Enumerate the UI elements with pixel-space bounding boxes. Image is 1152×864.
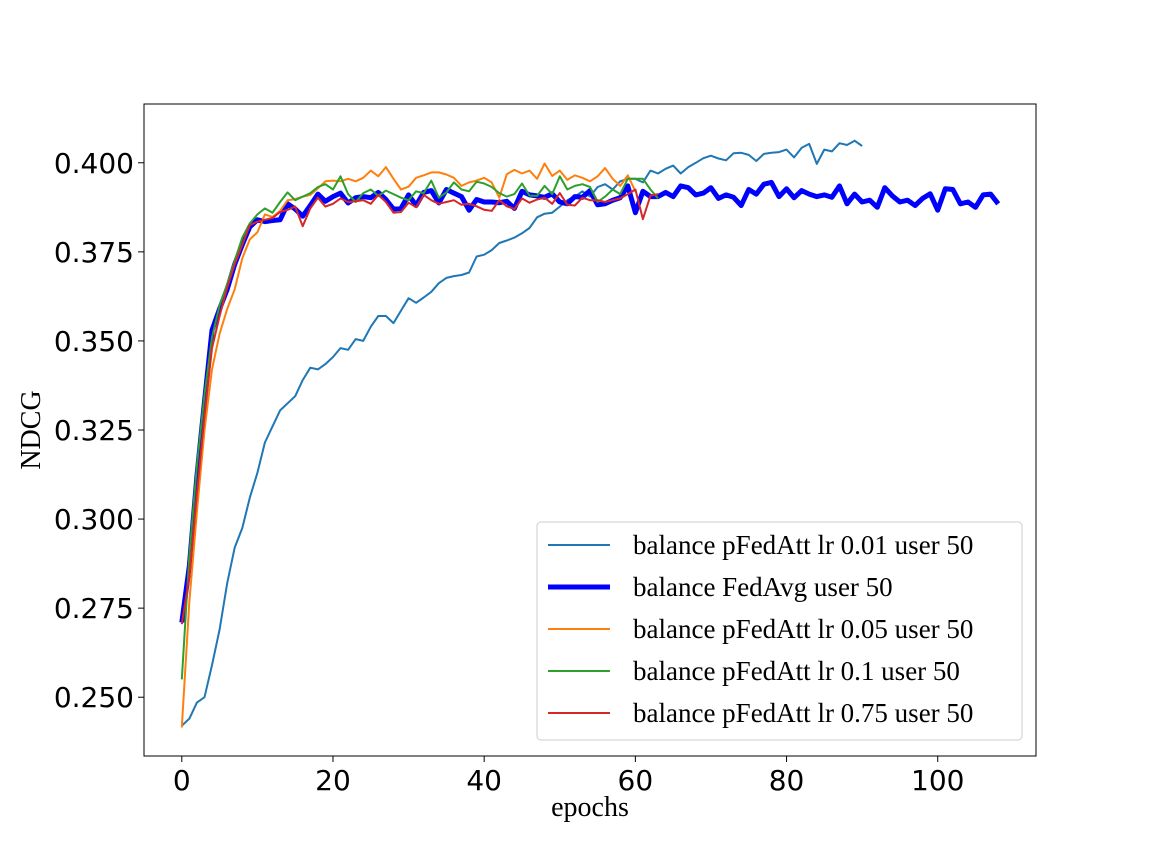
y-tick-label: 0.300 xyxy=(54,503,134,536)
series-line-4 xyxy=(180,175,659,680)
y-tick-label: 0.325 xyxy=(54,414,134,447)
y-tick-label: 0.400 xyxy=(54,147,134,180)
x-axis-label: epochs xyxy=(551,792,629,823)
legend-box xyxy=(536,521,1023,741)
x-tick-label: 20 xyxy=(315,764,351,797)
y-tick-label: 0.250 xyxy=(54,681,134,714)
x-tick-label: 60 xyxy=(618,764,654,797)
x-tick-label: 100 xyxy=(911,764,964,797)
series-line-3 xyxy=(180,162,637,728)
legend-label-5: balance pFedAtt lr 0.75 user 50 xyxy=(633,698,973,728)
legend-label-1: balance pFedAtt lr 0.01 user 50 xyxy=(633,530,973,560)
series-layer xyxy=(179,139,1001,728)
series-line-1 xyxy=(181,139,863,727)
y-tick-label: 0.350 xyxy=(54,325,134,358)
y-axis-ticks: 0.250 0.275 0.300 0.325 0.350 0.375 0.400 xyxy=(54,147,144,714)
legend: balance pFedAtt lr 0.01 user 50 balance F… xyxy=(536,521,1023,741)
legend-label-3: balance pFedAtt lr 0.05 user 50 xyxy=(633,614,973,644)
legend-label-2: balance FedAvg user 50 xyxy=(633,572,893,602)
legend-label-4: balance pFedAtt lr 0.1 user 50 xyxy=(633,656,960,686)
series-line-2 xyxy=(179,179,1001,623)
series-line-5 xyxy=(180,188,659,625)
y-tick-label: 0.375 xyxy=(54,236,134,269)
x-axis-ticks: 0 20 40 60 80 100 xyxy=(173,756,964,797)
x-tick-label: 40 xyxy=(466,764,502,797)
x-tick-label: 0 xyxy=(173,764,191,797)
y-tick-label: 0.275 xyxy=(54,592,134,625)
y-axis-label: NDCG xyxy=(16,390,47,469)
x-tick-label: 80 xyxy=(769,764,805,797)
